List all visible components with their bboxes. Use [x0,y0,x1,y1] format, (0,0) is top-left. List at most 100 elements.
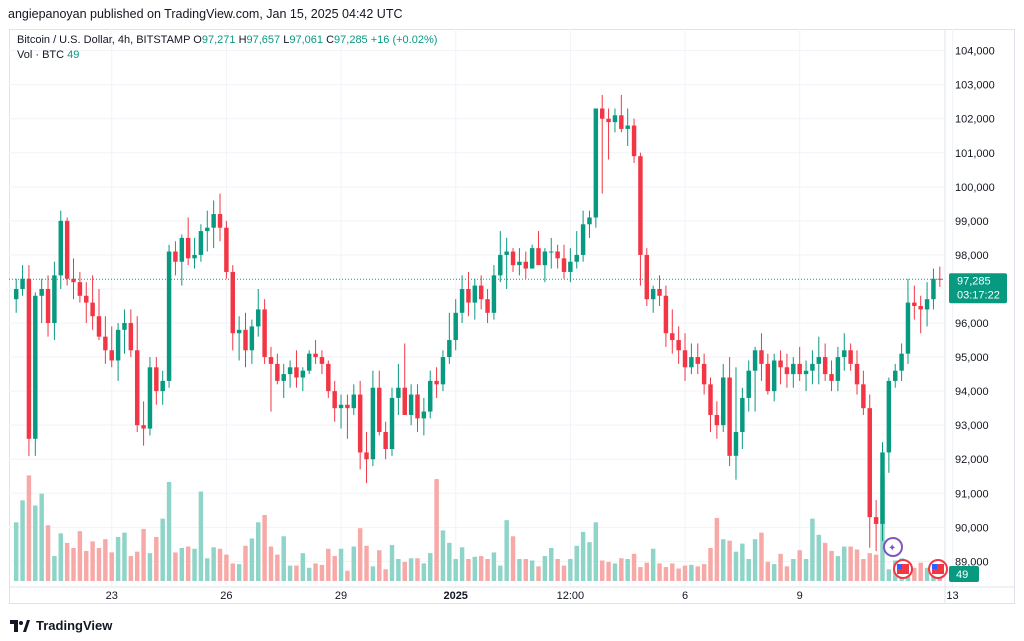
candle[interactable] [26,265,32,456]
candle[interactable] [924,282,930,327]
candle[interactable] [90,275,95,330]
candle[interactable] [676,326,681,364]
candle[interactable] [402,343,407,415]
candle[interactable] [58,210,64,289]
candle[interactable] [657,275,662,306]
candle[interactable] [77,271,83,303]
candle[interactable] [338,394,344,429]
candle[interactable] [179,234,185,286]
candle[interactable] [389,387,395,456]
candle[interactable] [268,346,274,412]
candle[interactable] [599,94,605,194]
candle[interactable] [109,326,114,368]
candle[interactable] [408,384,414,426]
candle[interactable] [549,237,554,269]
candle[interactable] [568,248,573,283]
candle[interactable] [682,333,688,381]
candle[interactable] [370,370,376,467]
candle[interactable] [542,248,548,283]
tradingview-footer[interactable]: TradingView [10,618,112,633]
candle[interactable] [166,244,172,388]
candle[interactable] [440,350,446,392]
candle[interactable] [689,343,694,375]
candle[interactable] [306,350,312,375]
candle[interactable] [733,367,739,480]
candle[interactable] [243,312,248,368]
candle[interactable] [141,401,146,446]
candle[interactable] [453,299,458,351]
candle[interactable] [185,217,191,266]
candle[interactable] [612,108,618,133]
candle[interactable] [205,210,210,252]
candle[interactable] [555,244,560,269]
candle[interactable] [230,265,235,351]
candle[interactable] [861,370,866,415]
candle[interactable] [619,94,624,133]
candle[interactable] [701,353,707,395]
candle[interactable] [797,346,802,381]
candle[interactable] [778,350,783,385]
candle[interactable] [281,363,286,398]
candle[interactable] [695,343,700,375]
candle[interactable] [224,220,229,279]
candle[interactable] [459,275,465,324]
candle[interactable] [918,295,923,334]
candle[interactable] [854,350,860,395]
candle[interactable] [721,363,726,432]
candle[interactable] [192,237,197,269]
candle[interactable] [892,363,898,388]
candle[interactable] [13,278,19,313]
candle[interactable] [625,108,630,146]
candle[interactable] [294,350,299,388]
candle[interactable] [529,244,535,269]
candle[interactable] [128,309,134,358]
candle[interactable] [96,288,102,341]
candle[interactable] [574,231,579,269]
candle[interactable] [33,292,38,456]
candle[interactable] [931,268,936,310]
candle[interactable] [134,316,140,432]
candle[interactable] [842,333,847,371]
candle[interactable] [396,363,401,415]
candle[interactable] [447,312,452,364]
candle[interactable] [759,333,764,381]
candle[interactable] [217,193,223,242]
candle[interactable] [211,200,216,249]
chart-frame[interactable] [9,29,1015,604]
candle[interactable] [791,357,796,388]
candlestick-chart[interactable]: 104,000 103,000 102,000 101,000 100,000 99,00… [9,29,1015,604]
candle[interactable] [714,401,720,439]
candle[interactable] [765,353,771,395]
candle[interactable] [498,231,503,283]
candle[interactable] [357,380,363,470]
candle[interactable] [561,244,567,279]
candle[interactable] [880,442,885,541]
candle[interactable] [287,360,293,388]
candle[interactable] [115,323,121,381]
candle[interactable] [421,397,427,436]
candle[interactable] [822,343,828,381]
candle[interactable] [103,316,108,364]
candle[interactable] [816,336,822,385]
event-star-icon[interactable] [883,537,903,557]
candle[interactable] [466,271,471,317]
candle[interactable] [300,367,306,392]
candle[interactable] [319,350,325,375]
candle[interactable] [580,210,586,262]
volume-label[interactable]: Vol · BTC [17,49,65,61]
candle[interactable] [173,241,178,276]
candle[interactable] [886,377,892,473]
candle[interactable] [485,288,490,324]
candle[interactable] [650,285,656,313]
candle[interactable] [39,278,44,324]
candle[interactable] [803,360,809,392]
candle[interactable] [154,357,159,405]
candle[interactable] [326,360,331,398]
candle[interactable] [867,394,872,548]
candle[interactable] [478,275,484,310]
candle[interactable] [670,309,675,354]
candle[interactable] [71,258,76,300]
candle[interactable] [64,217,70,286]
candle[interactable] [784,353,790,388]
candle[interactable] [848,343,853,371]
